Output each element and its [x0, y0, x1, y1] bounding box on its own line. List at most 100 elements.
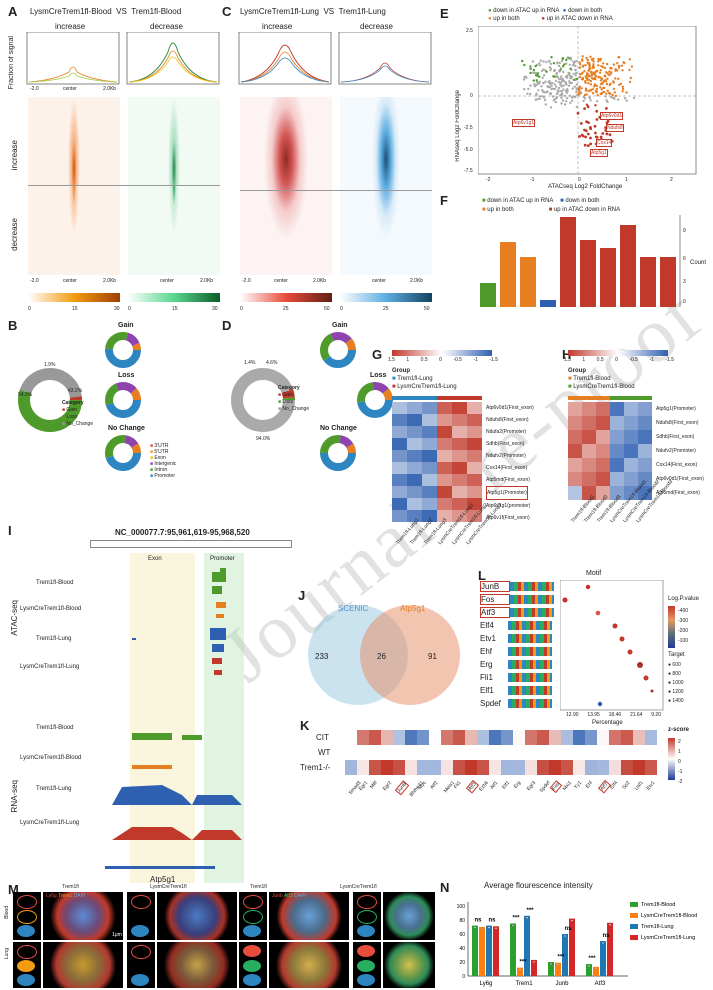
scatter-point [542, 68, 545, 71]
scatter-point [612, 63, 616, 66]
bar [562, 934, 568, 976]
motif-logo [508, 686, 552, 695]
row-label: Ndufv2(Promoter) [486, 453, 526, 459]
motif-name: Fos [480, 594, 510, 605]
heat-cell [405, 730, 417, 745]
scatter-point [555, 72, 559, 75]
heat-cell [453, 745, 465, 760]
heat-cell [489, 760, 501, 775]
heat-cell [596, 472, 610, 486]
scatter-point [537, 89, 540, 92]
row-labels: Atp5g1(Promoter) Ndufs8(First_exon) Sdhb(F… [656, 402, 704, 500]
mini-channels [127, 942, 155, 988]
col-label: Atf1 [489, 780, 500, 791]
scatter-point [603, 66, 607, 70]
heat-cell [633, 745, 645, 760]
row-label: Atp5g1(Promoter) [486, 486, 528, 500]
scatter-point [616, 62, 619, 65]
category-legend: Category ■ Gain ■ Loss ■ No_Change [278, 385, 310, 412]
heat-cell [417, 730, 429, 745]
scatter-point [560, 102, 563, 105]
mini-channels [13, 892, 41, 940]
bar [640, 257, 656, 307]
row-label: Atp6v1g1(promoter) [486, 503, 531, 509]
heat-cell [609, 745, 621, 760]
scatter-point [599, 92, 602, 96]
scatter-point [589, 89, 592, 92]
donut-main [18, 368, 82, 432]
col-label: LysmCreTrem1fl-Blood2 [622, 478, 662, 524]
scatter-point [602, 90, 606, 94]
scatter-point [628, 68, 631, 72]
heat-cell [381, 760, 393, 775]
heat-cell [477, 730, 489, 745]
scatter-point [599, 57, 602, 61]
scatter-point [558, 78, 561, 81]
heat-cell [610, 430, 624, 444]
heat-cell [561, 730, 573, 745]
x-tick: 2.0Kb [313, 278, 327, 284]
heat-cell [638, 430, 652, 444]
heat-cell [452, 498, 467, 510]
row-label: Atp6v1f(First_exon) [486, 515, 530, 521]
heat-cell [422, 498, 437, 510]
scatter-point [577, 87, 580, 91]
scatter-point [605, 132, 609, 136]
significance-label: *** [512, 916, 520, 922]
stain-label: Ly6g Trem1 DAPI [46, 893, 86, 899]
heat-cell [465, 745, 477, 760]
scatter-point [604, 79, 607, 82]
heat-cell [369, 760, 381, 775]
panel-letter: E [440, 6, 449, 21]
scatter-point [572, 60, 575, 63]
scatter-point [605, 99, 608, 102]
scatter-point [608, 70, 611, 73]
cbar-tick: 0 [28, 306, 31, 312]
scatter-point [628, 58, 631, 61]
scatter-point [564, 89, 567, 92]
scatter-point [549, 106, 553, 109]
scatter-point [569, 75, 573, 78]
x-tick: -2.0 [30, 278, 39, 284]
motif-logo [510, 582, 554, 591]
scatter-point [625, 91, 628, 94]
heat-cell [573, 730, 585, 745]
scatter-point [575, 71, 578, 75]
heat-cell [525, 760, 537, 775]
scatter-point [540, 69, 544, 73]
scatter-point [584, 87, 588, 90]
bar [607, 922, 613, 976]
x-tick: 2.0Kb [103, 86, 117, 92]
row-label: Sdhb(First_exon) [486, 441, 525, 447]
heat-cell [392, 462, 407, 474]
col-label: Fli1 [452, 780, 463, 791]
heat-cell [561, 745, 573, 760]
scale-ticks: -400 -300 -200 -100 [678, 608, 689, 644]
scatter-point [589, 142, 593, 146]
scatter-point [583, 70, 586, 73]
bar [593, 966, 599, 976]
col-label: Trem1fl-Blood3 [596, 493, 623, 524]
chart-title: Motif [586, 570, 602, 577]
heat-cell [638, 458, 652, 472]
scatter-point [578, 66, 582, 69]
cell-image [157, 942, 237, 988]
significance-label: *** [588, 956, 596, 962]
scatter-point [585, 103, 589, 106]
heat-cell [422, 402, 437, 414]
heat-cell [452, 450, 467, 462]
scatter-point [585, 120, 588, 124]
heat-cell [489, 745, 501, 760]
legend: ■ down in ATAC up in RNA ■ down in both … [482, 198, 621, 213]
scatter-point [598, 71, 602, 74]
heat-cell [609, 760, 621, 775]
annotation-legend: ■ 3'UTR ■ 5'UTR ■ Exon ■ Intergenic ■ In… [150, 443, 177, 479]
y-tick: 3 [683, 279, 686, 285]
heat-cell [465, 730, 477, 745]
scatter-point [583, 107, 586, 110]
scatter-point [552, 62, 556, 65]
scatter-point [529, 71, 532, 75]
scatter-point [581, 134, 585, 138]
scatter-point [541, 76, 544, 79]
scatter-point [575, 90, 578, 94]
